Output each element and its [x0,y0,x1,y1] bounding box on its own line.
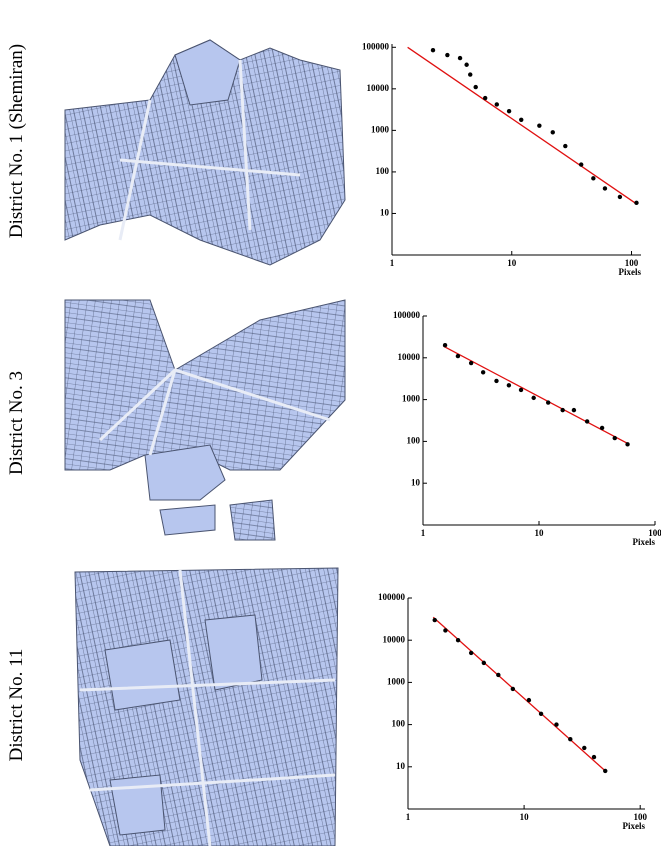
y-tick-label: 1000 [387,676,406,686]
data-point [458,56,462,60]
x-axis-label: Pixels [633,537,656,547]
y-tick-label: 100 [376,166,390,176]
fit-line [408,47,637,204]
data-point [496,673,500,677]
data-point [618,195,622,199]
y-tick-label: 100000 [378,592,406,602]
y-tick-label: 10000 [383,634,406,644]
y-tick-label: 10000 [398,352,421,362]
x-axis-label: Pixels [619,267,642,277]
data-point [537,123,541,127]
data-point [563,144,567,148]
data-point [482,661,486,665]
side-label: District No. 11 [6,649,27,762]
data-point [539,712,543,716]
data-point [592,755,596,759]
data-point [554,722,558,726]
y-tick-label: 10 [396,761,406,771]
x-tick-label: 10 [520,812,530,822]
y-tick-label: 100000 [393,310,421,320]
data-point [481,370,485,374]
data-point [495,102,499,106]
data-point [585,419,589,423]
side-label: District No. 3 [6,371,27,475]
y-tick-label: 1000 [371,124,390,134]
map-district-1 [65,40,345,265]
data-point [445,53,449,57]
data-point [579,162,583,166]
x-tick-label: 1 [406,812,411,822]
data-point [600,426,604,430]
data-point [546,400,550,404]
data-point [572,408,576,412]
data-point [603,186,607,190]
y-tick-label: 10 [380,208,390,218]
data-point [603,769,607,773]
map-district-11 [75,568,338,846]
data-point [443,628,447,632]
data-point [474,85,478,89]
data-point [591,176,595,180]
map-district-3 [65,300,345,540]
data-point [568,737,572,741]
y-tick-label: 10 [411,477,421,487]
data-point [582,746,586,750]
y-tick-label: 100 [407,435,421,445]
y-tick-label: 100000 [362,41,390,51]
data-point [464,63,468,67]
data-point [519,388,523,392]
data-point [527,698,531,702]
data-point [634,201,638,205]
data-point [507,109,511,113]
y-tick-label: 10000 [367,83,390,93]
y-tick-label: 1000 [402,394,421,404]
data-point [433,618,437,622]
side-label: District No. 1 (Shemiran) [6,44,27,238]
data-point [443,343,447,347]
x-tick-label: 1 [421,528,426,538]
data-point [431,48,435,52]
y-tick-label: 100 [392,719,406,729]
data-point [468,72,472,76]
data-point [511,687,515,691]
data-point [469,651,473,655]
x-tick-label: 10 [535,528,545,538]
data-point [625,442,629,446]
data-point [494,379,498,383]
data-point [531,396,535,400]
x-tick-label: 10 [507,258,517,268]
data-point [519,118,523,122]
data-point [551,130,555,134]
figure: District No. 1 (Shemiran) 10 100 1000 10000 1… [0,0,661,846]
data-point [613,436,617,440]
data-point [469,361,473,365]
data-point [560,408,564,412]
x-axis-label: Pixels [623,821,646,831]
x-tick-label: 1 [390,258,395,268]
data-point [483,96,487,100]
data-point [456,638,460,642]
data-point [507,383,511,387]
data-point [456,354,460,358]
